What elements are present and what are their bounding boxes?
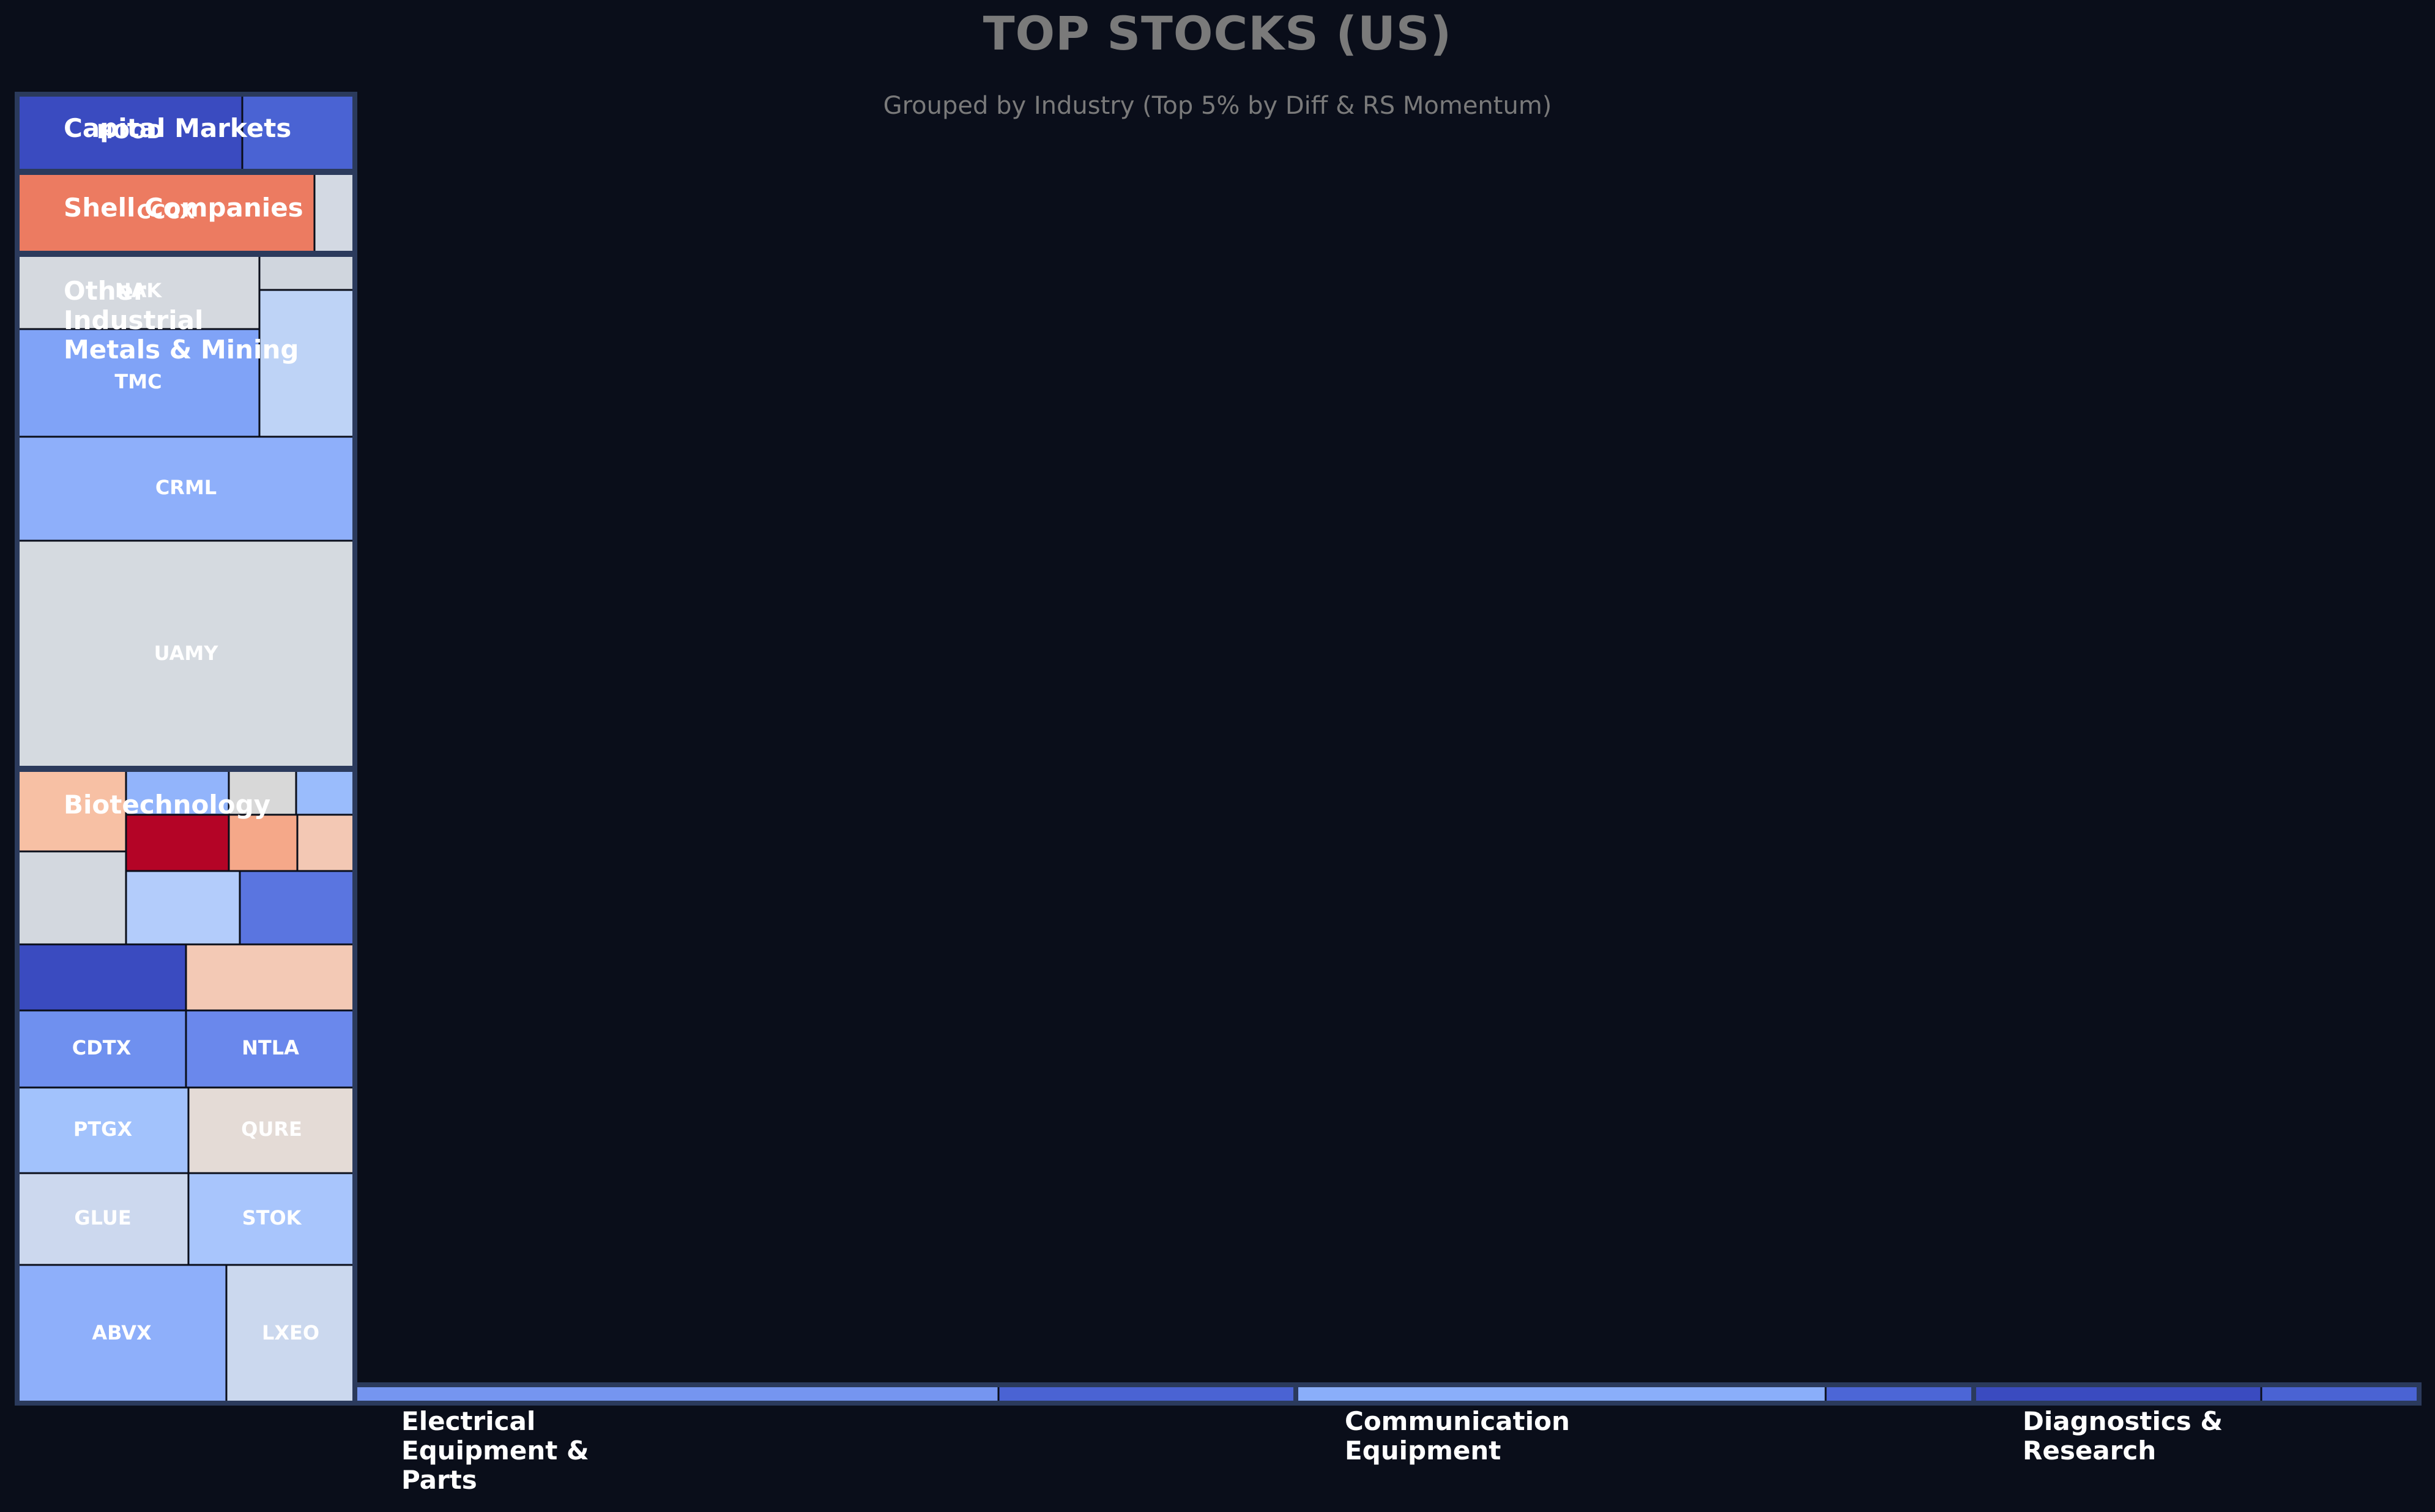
tile-ptgx[interactable] [16,1086,190,1174]
tile-label-tmc: TMC [114,370,162,393]
group-electrical-equipment-parts [352,1382,1298,1406]
tile-biotechnology-9[interactable] [239,870,356,946]
group-label-line: Metals & Mining [64,335,299,365]
group-label-biotechnology: Biotechnology [64,790,270,820]
group-label-shell-companies: Shell Companies [64,193,303,223]
group-label-line: Equipment & [401,1436,589,1466]
group-biotechnology: CDTX NTLA PTGX QURE GLUE STOK ABVX LXEO [15,767,357,1406]
group-label-line: Shell Companies [64,193,303,223]
group-label-capital-markets: Capital Markets [64,114,291,143]
tile-ntla[interactable] [185,1009,356,1089]
tile-abvx[interactable] [16,1264,228,1404]
tile-label-glue: GLUE [74,1206,131,1229]
group-label-line: Industrial [64,305,204,335]
group-label-line: Other [64,276,146,306]
tile-label-cccx: CCCX [136,200,195,223]
tile-glue[interactable] [16,1172,190,1266]
group-shell-companies: CCCX [15,170,357,256]
group-label-line: Biotechnology [64,790,271,820]
group-label-electrical-equipment-parts: Electrical Equipment & Parts [401,1407,589,1495]
tile-communication-equipment-0[interactable] [1295,1384,1827,1404]
group-label-line: Capital Markets [64,113,292,143]
tile-label-nak: NAK [115,279,163,302]
tile-diagnostics-research-0[interactable] [1972,1384,2262,1404]
tile-label-stok: STOK [242,1206,302,1229]
tile-label-cdtx: CDTX [72,1036,132,1059]
tile-other-industrial-metals-mining-3[interactable] [258,289,356,438]
tile-shell-companies-1[interactable] [313,171,356,254]
tile-label-ptgx: PTGX [73,1117,133,1141]
tile-biotechnology-4[interactable] [125,813,230,872]
group-label-line: Research [2023,1436,2157,1466]
group-border-biotechnology [15,767,357,1406]
tile-nak[interactable] [16,253,261,330]
group-label-line: Parts [401,1465,477,1495]
group-diagnostics-research [1971,1382,2422,1406]
tile-biotechnology-10[interactable] [16,943,187,1012]
tile-electrical-equipment-parts-0[interactable] [354,1384,1000,1404]
group-label-line: Communication [1345,1406,1570,1436]
group-other-industrial-metals-mining: NAK TMC CRML UAMY [15,252,357,771]
group-label-diagnostics-research: Diagnostics & Research [2023,1407,2223,1466]
group-border-diagnostics-research [1971,1382,2422,1406]
tile-biotechnology-11[interactable] [185,943,356,1012]
tile-diagnostics-research-1[interactable] [2260,1384,2420,1404]
tile-uamy[interactable] [16,539,356,769]
tile-biotechnology-7[interactable] [16,850,127,946]
tile-communication-equipment-1[interactable] [1824,1384,1975,1404]
tile-label-abvx: ABVX [92,1321,152,1344]
tile-biotechnology-5[interactable] [228,813,299,872]
tile-crml[interactable] [16,435,356,542]
tile-biotechnology-6[interactable] [296,813,356,872]
tile-biotechnology-3[interactable] [295,768,356,816]
tile-qure[interactable] [187,1086,356,1174]
chart-subtitle: Grouped by Industry (Top 5% by Diff & RS… [883,92,1552,120]
group-label-line: Diagnostics & [2023,1406,2223,1436]
tile-lxeo[interactable] [225,1264,356,1404]
group-label-communication-equipment: Communication Equipment [1345,1407,1570,1466]
chart-title: TOP STOCKS (US) [983,6,1452,61]
group-label-line: Equipment [1345,1436,1501,1466]
tile-label-ntla: NTLA [242,1036,299,1059]
tile-electrical-equipment-parts-1[interactable] [997,1384,1297,1404]
group-capital-markets: HOOD [15,92,357,174]
tile-label-crml: CRML [155,476,217,499]
tile-label-hood: HOOD [97,120,163,143]
tile-biotechnology-8[interactable] [125,870,241,946]
group-communication-equipment [1293,1382,1976,1406]
tile-label-qure: QURE [241,1117,302,1141]
tile-label-uamy: UAMY [154,642,219,665]
group-label-other-industrial-metals-mining: Other Industrial Metals & Mining [64,276,299,365]
tile-label-lxeo: LXEO [262,1321,319,1344]
group-label-line: Electrical [401,1406,536,1436]
